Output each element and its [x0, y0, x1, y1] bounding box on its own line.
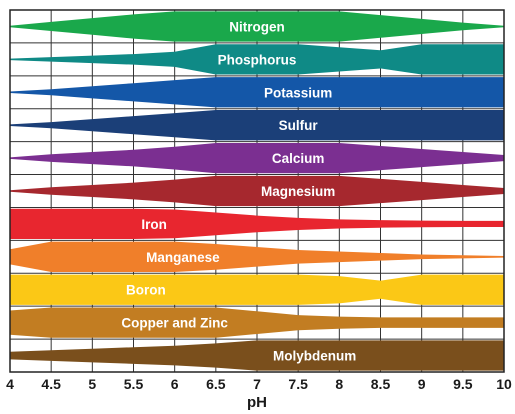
x-tick-label: 6 — [171, 376, 179, 392]
band-label-copper-and-zinc: Copper and Zinc — [121, 316, 228, 331]
band-label-nitrogen: Nitrogen — [229, 19, 285, 34]
band-copper-and-zinc — [10, 307, 504, 338]
band-molybdenum — [10, 340, 504, 371]
band-label-boron: Boron — [126, 283, 166, 298]
band-label-iron: Iron — [141, 217, 167, 232]
x-tick-label: 9.5 — [453, 376, 473, 392]
band-label-phosphorus: Phosphorus — [218, 52, 297, 67]
x-tick-labels: 4 4.5 5 5.5 6 6.5 7 7.5 8 8.5 9 9.5 10 — [6, 376, 512, 392]
band-label-potassium: Potassium — [264, 85, 332, 100]
band-label-sulfur: Sulfur — [279, 118, 319, 133]
nutrient-bands: Nitrogen Phosphorus Potassium Sulfur Calcium… — [10, 11, 504, 371]
x-tick-label: 7.5 — [288, 376, 308, 392]
band-manganese — [10, 241, 504, 272]
x-tick-label: 10 — [496, 376, 512, 392]
band-magnesium — [10, 175, 504, 207]
band-phosphorus — [10, 44, 504, 75]
x-tick-label: 4 — [6, 376, 14, 392]
band-boron — [10, 274, 504, 305]
band-potassium — [10, 77, 504, 108]
x-axis-label: pH — [247, 394, 267, 411]
x-tick-label: 7 — [253, 376, 261, 392]
band-label-calcium: Calcium — [272, 151, 325, 166]
x-tick-label: 6.5 — [206, 376, 226, 392]
x-tick-label: 5.5 — [124, 376, 144, 392]
band-calcium — [10, 142, 504, 174]
band-label-magnesium: Magnesium — [261, 184, 335, 199]
x-tick-label: 9 — [418, 376, 426, 392]
plot-border — [9, 9, 505, 373]
band-label-molybdenum: Molybdenum — [273, 349, 356, 364]
x-tick-label: 8 — [335, 376, 343, 392]
band-iron — [10, 208, 504, 240]
x-tick-label: 8.5 — [371, 376, 391, 392]
band-sulfur — [10, 110, 504, 141]
band-nitrogen — [10, 11, 504, 42]
x-tick-label: 5 — [88, 376, 96, 392]
x-tick-label: 4.5 — [41, 376, 61, 392]
band-label-manganese: Manganese — [146, 250, 220, 265]
